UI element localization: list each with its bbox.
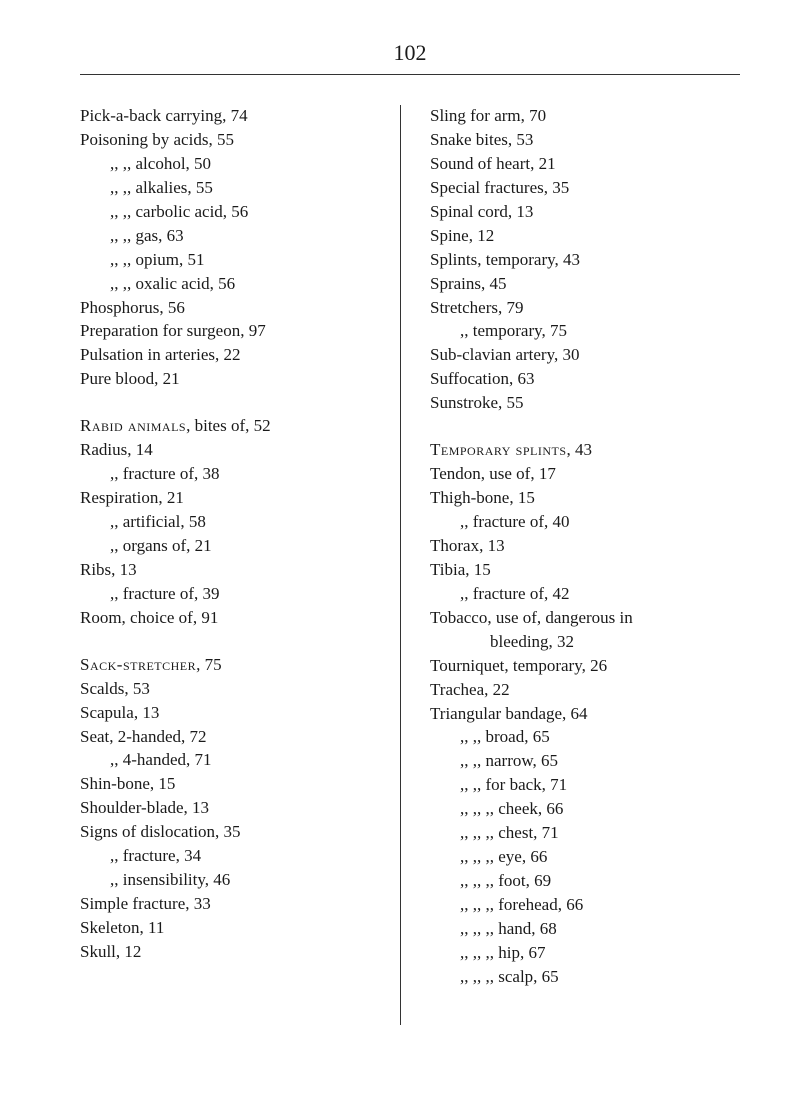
index-entry: ,, ,, for back, 71 [430,774,740,797]
index-entry: ,, insensibility, 46 [80,869,390,892]
index-entry: Phosphorus, 56 [80,297,390,320]
index-entry: ,, ,, narrow, 65 [430,750,740,773]
index-entry: ,, fracture, 34 [80,845,390,868]
index-entry: Suffocation, 63 [430,368,740,391]
index-entry: ,, ,, broad, 65 [430,726,740,749]
index-entry: Special fractures, 35 [430,177,740,200]
index-columns: Pick-a-back carrying, 74Poisoning by aci… [80,105,740,990]
index-entry: ,, fracture of, 42 [430,583,740,606]
index-entry: Shin-bone, 15 [80,773,390,796]
index-entry: Sound of heart, 21 [430,153,740,176]
index-entry: ,, fracture of, 38 [80,463,390,486]
index-entry: Thorax, 13 [430,535,740,558]
index-entry: Ribs, 13 [80,559,390,582]
index-entry: Temporary splints, 43 [430,439,740,462]
right-column: Sling for arm, 70Snake bites, 53Sound of… [430,105,740,990]
index-entry: Triangular bandage, 64 [430,703,740,726]
index-entry: ,, ,, oxalic acid, 56 [80,273,390,296]
index-entry: Skull, 12 [80,941,390,964]
index-entry: Sack-stretcher, 75 [80,654,390,677]
index-entry: Shoulder-blade, 13 [80,797,390,820]
index-entry: Simple fracture, 33 [80,893,390,916]
index-entry: ,, ,, carbolic acid, 56 [80,201,390,224]
section-heading: Rabid animals [80,416,186,435]
index-entry: Scapula, 13 [80,702,390,725]
left-column: Pick-a-back carrying, 74Poisoning by aci… [80,105,390,990]
index-entry: Sub-clavian artery, 30 [430,344,740,367]
index-entry: Pulsation in arteries, 22 [80,344,390,367]
index-entry: Tobacco, use of, dangerous in [430,607,740,630]
index-entry: ,, organs of, 21 [80,535,390,558]
index-entry: ,, ,, gas, 63 [80,225,390,248]
index-entry: ,, temporary, 75 [430,320,740,343]
index-entry: ,, ,, alkalies, 55 [80,177,390,200]
index-entry: Stretchers, 79 [430,297,740,320]
index-entry: ,, fracture of, 39 [80,583,390,606]
index-entry: ,, ,, ,, cheek, 66 [430,798,740,821]
index-entry: ,, ,, ,, hand, 68 [430,918,740,941]
index-entry: Sunstroke, 55 [430,392,740,415]
index-entry: ,, ,, ,, foot, 69 [430,870,740,893]
page-number: 102 [80,40,740,66]
column-divider [400,105,401,1025]
index-entry: Tibia, 15 [430,559,740,582]
index-entry: ,, ,, ,, hip, 67 [430,942,740,965]
header-divider [80,74,740,75]
index-entry: Signs of dislocation, 35 [80,821,390,844]
index-entry: Splints, temporary, 43 [430,249,740,272]
index-entry: ,, ,, opium, 51 [80,249,390,272]
index-entry: ,, ,, ,, chest, 71 [430,822,740,845]
index-entry: Pick-a-back carrying, 74 [80,105,390,128]
index-entry: Scalds, 53 [80,678,390,701]
index-entry: ,, ,, ,, eye, 66 [430,846,740,869]
index-entry: ,, 4-handed, 71 [80,749,390,772]
index-entry: Tendon, use of, 17 [430,463,740,486]
index-entry: ,, artificial, 58 [80,511,390,534]
index-entry: Seat, 2-handed, 72 [80,726,390,749]
index-entry: Rabid animals, bites of, 52 [80,415,390,438]
section-heading: Temporary splints [430,440,567,459]
index-entry: Thigh-bone, 15 [430,487,740,510]
index-entry: Radius, 14 [80,439,390,462]
index-entry: Sling for arm, 70 [430,105,740,128]
index-entry: Skeleton, 11 [80,917,390,940]
index-entry: Poisoning by acids, 55 [80,129,390,152]
index-entry: bleeding, 32 [430,631,740,654]
index-entry: ,, ,, ,, scalp, 65 [430,966,740,989]
index-entry: Sprains, 45 [430,273,740,296]
index-entry: Preparation for surgeon, 97 [80,320,390,343]
index-entry: Snake bites, 53 [430,129,740,152]
index-entry: Spinal cord, 13 [430,201,740,224]
index-entry: Tourniquet, temporary, 26 [430,655,740,678]
index-entry: Trachea, 22 [430,679,740,702]
index-entry: Room, choice of, 91 [80,607,390,630]
index-entry: Spine, 12 [430,225,740,248]
section-heading: Sack-stretcher [80,655,196,674]
index-entry: Pure blood, 21 [80,368,390,391]
index-entry: Respiration, 21 [80,487,390,510]
index-entry: ,, ,, alcohol, 50 [80,153,390,176]
index-entry: ,, fracture of, 40 [430,511,740,534]
index-entry: ,, ,, ,, forehead, 66 [430,894,740,917]
